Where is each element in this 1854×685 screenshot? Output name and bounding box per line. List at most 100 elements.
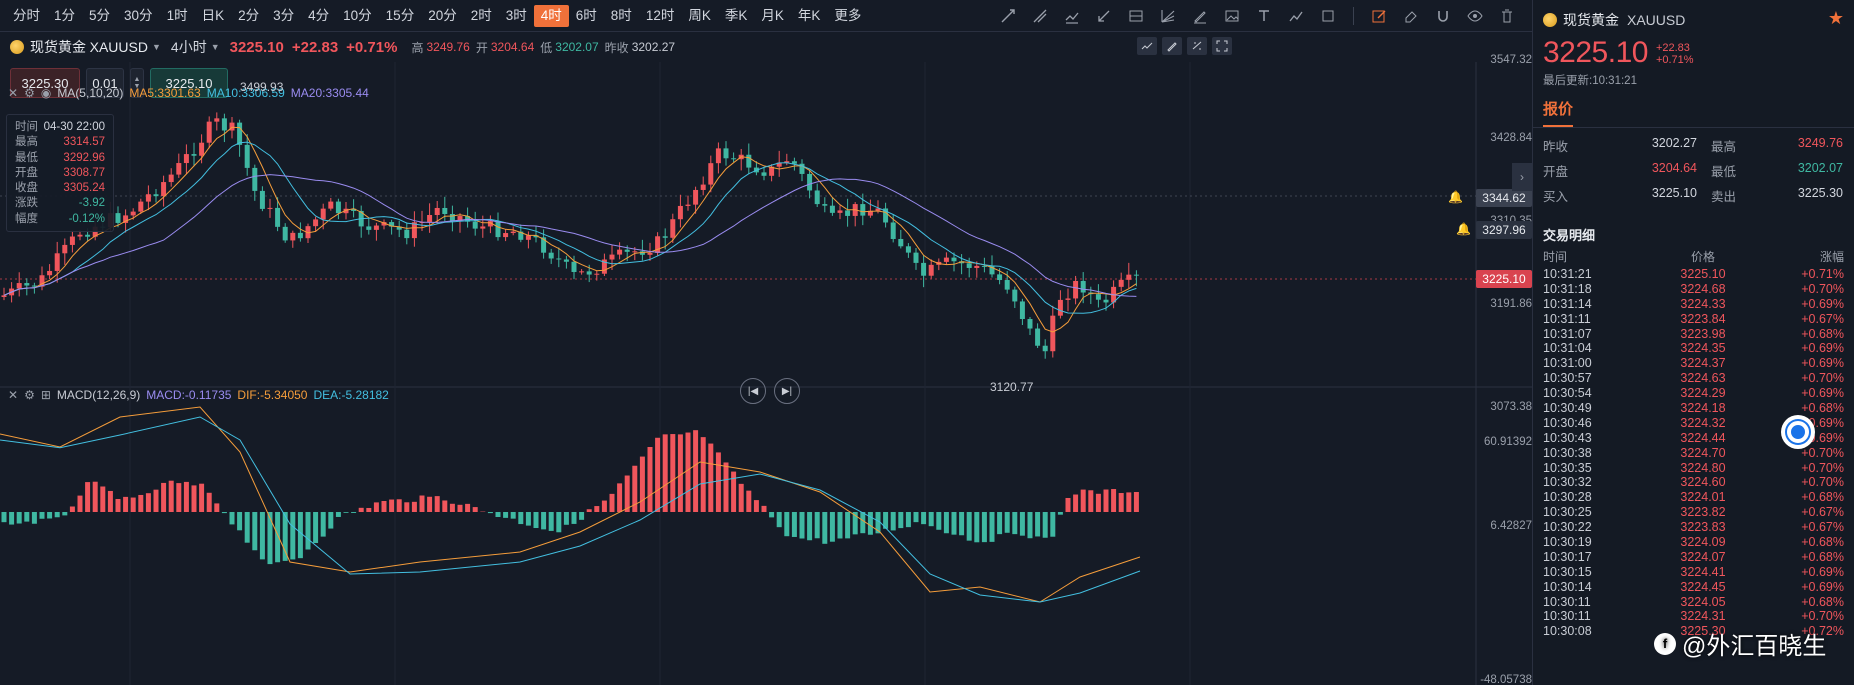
interval-16[interactable]: 8时 <box>610 7 632 23</box>
interval-10[interactable]: 15分 <box>385 7 415 23</box>
interval-2[interactable]: 5分 <box>89 7 111 23</box>
interval-more[interactable]: 更多 <box>834 7 862 23</box>
trendline-icon[interactable] <box>997 5 1019 27</box>
deal-change: +0.70% <box>1801 281 1844 296</box>
interval-3[interactable]: 30分 <box>124 7 153 23</box>
interval-19[interactable]: 季K <box>724 7 748 23</box>
tooltip-low: 3292.96 <box>63 151 105 164</box>
macd-bar <box>495 512 501 518</box>
ma-indicator-label: ✕ ⚙ ◉ MA(5,10,20) MA5:3301.63 MA10:3306.… <box>8 86 369 100</box>
symbol-name[interactable]: 现货黄金 <box>30 39 86 55</box>
image-icon[interactable] <box>1221 5 1243 27</box>
settings-icon[interactable]: ⚙ <box>24 86 35 100</box>
quote-key: 最高 <box>1711 140 1737 154</box>
chart-type-icon[interactable] <box>1137 37 1157 55</box>
macd-value: MACD:-0.11735 <box>146 388 232 402</box>
macd-bar <box>1118 493 1124 512</box>
pen-line-icon[interactable] <box>1093 5 1115 27</box>
text-icon[interactable] <box>1253 5 1275 27</box>
deals-col-time: 时间 <box>1543 250 1568 264</box>
magnet-icon[interactable] <box>1432 5 1454 27</box>
macd-bar <box>1073 494 1079 512</box>
price-alert-tag[interactable]: 3344.62 <box>1476 189 1532 207</box>
interval-21[interactable]: 年K <box>797 7 821 23</box>
favorite-star-icon[interactable]: ★ <box>1827 8 1844 28</box>
channel-icon[interactable] <box>1061 5 1083 27</box>
buy-button[interactable]: 3225.10 <box>150 68 228 98</box>
fibonacci-icon[interactable] <box>1125 5 1147 27</box>
collapse-panel-icon[interactable]: › <box>1512 163 1532 191</box>
plus-icon[interactable]: ⊞ <box>40 388 51 402</box>
brush-icon[interactable] <box>1189 5 1211 27</box>
eye-icon[interactable] <box>1464 5 1486 27</box>
macd-bar <box>981 512 987 543</box>
adjust-icon[interactable] <box>1187 37 1207 55</box>
interval-11[interactable]: 20分 <box>428 7 457 23</box>
interval-8[interactable]: 4分 <box>308 7 330 23</box>
close-icon[interactable]: ✕ <box>8 388 19 402</box>
bell-icon[interactable]: 🔔 <box>1456 222 1471 236</box>
quantity-stepper[interactable]: ▲ ▼ <box>130 68 144 98</box>
candle-body <box>275 207 281 227</box>
interval-7[interactable]: 3分 <box>273 7 295 23</box>
interval-1[interactable]: 1分 <box>54 7 76 23</box>
skip-back-icon[interactable]: |◀ <box>740 378 766 404</box>
macd-bar <box>829 512 835 542</box>
chevron-down-icon[interactable]: ▼ <box>151 42 161 52</box>
interval-17[interactable]: 12时 <box>645 7 675 23</box>
chart-area[interactable]: 现货黄金 XAUUSD ▼ 4小时 ▼ 3225.10 +22.83 +0.71… <box>0 32 1532 685</box>
expand-icon[interactable] <box>1212 37 1232 55</box>
trash-icon[interactable] <box>1496 5 1518 27</box>
close-icon[interactable]: ✕ <box>8 86 19 100</box>
interval-6[interactable]: 2分 <box>238 7 260 23</box>
interval-12[interactable]: 2时 <box>470 7 492 23</box>
fan-icon[interactable] <box>1157 5 1179 27</box>
interval-13[interactable]: 3时 <box>505 7 527 23</box>
interval-9[interactable]: 10分 <box>343 7 372 23</box>
candle-body <box>685 204 691 206</box>
settings-icon[interactable]: ⚙ <box>24 388 35 402</box>
interval-20[interactable]: 月K <box>761 7 784 23</box>
price-alert-tag[interactable]: 3297.96 <box>1476 221 1532 239</box>
macd-bar <box>579 512 585 520</box>
box-icon[interactable] <box>1317 5 1339 27</box>
chart-canvas[interactable] <box>0 32 1532 685</box>
pencil-icon[interactable] <box>1162 37 1182 55</box>
tab-quote[interactable]: 报价 <box>1543 98 1574 127</box>
stepper-up-icon[interactable]: ▲ <box>133 76 141 83</box>
interval-14[interactable]: 4时 <box>533 4 569 27</box>
edit-icon[interactable] <box>1368 5 1390 27</box>
panel-change-pct: +0.71% <box>1655 54 1694 66</box>
symbol-code[interactable]: XAUUSD <box>89 39 148 55</box>
eye-icon[interactable]: ◉ <box>40 86 52 100</box>
interval-18[interactable]: 周K <box>688 7 711 23</box>
bell-icon[interactable]: 🔔 <box>1448 190 1463 204</box>
macd-bar <box>1103 489 1109 512</box>
macd-bar <box>487 512 493 514</box>
quantity-input[interactable]: 0.01 <box>86 68 124 98</box>
chevron-down-icon[interactable]: ▼ <box>210 42 220 52</box>
sell-button[interactable]: 3225.30 <box>10 68 80 98</box>
interval-0[interactable]: 分时 <box>13 7 40 23</box>
macd-bar <box>145 493 151 512</box>
interval-5[interactable]: 日K <box>201 7 225 23</box>
macd-bar <box>396 499 402 512</box>
candle-body <box>138 201 144 212</box>
skip-forward-icon[interactable]: ▶| <box>774 378 800 404</box>
arrow-icon[interactable] <box>1285 5 1307 27</box>
candle-body <box>700 184 706 190</box>
macd-bar <box>206 492 212 512</box>
deal-change: +0.68% <box>1801 594 1844 609</box>
macd-bar <box>791 512 797 537</box>
interval-4[interactable]: 1时 <box>166 7 188 23</box>
interval-15[interactable]: 6时 <box>575 7 597 23</box>
assistant-float-button[interactable] <box>1781 415 1815 449</box>
candle-body <box>883 208 889 223</box>
candle-body <box>829 205 835 213</box>
ray-line-icon[interactable] <box>1029 5 1051 27</box>
eraser-icon[interactable] <box>1400 5 1422 27</box>
stepper-down-icon[interactable]: ▼ <box>133 83 141 90</box>
macd-bar <box>351 512 357 513</box>
period-selector[interactable]: 4小时 <box>170 39 207 55</box>
macd-bar <box>275 512 281 563</box>
